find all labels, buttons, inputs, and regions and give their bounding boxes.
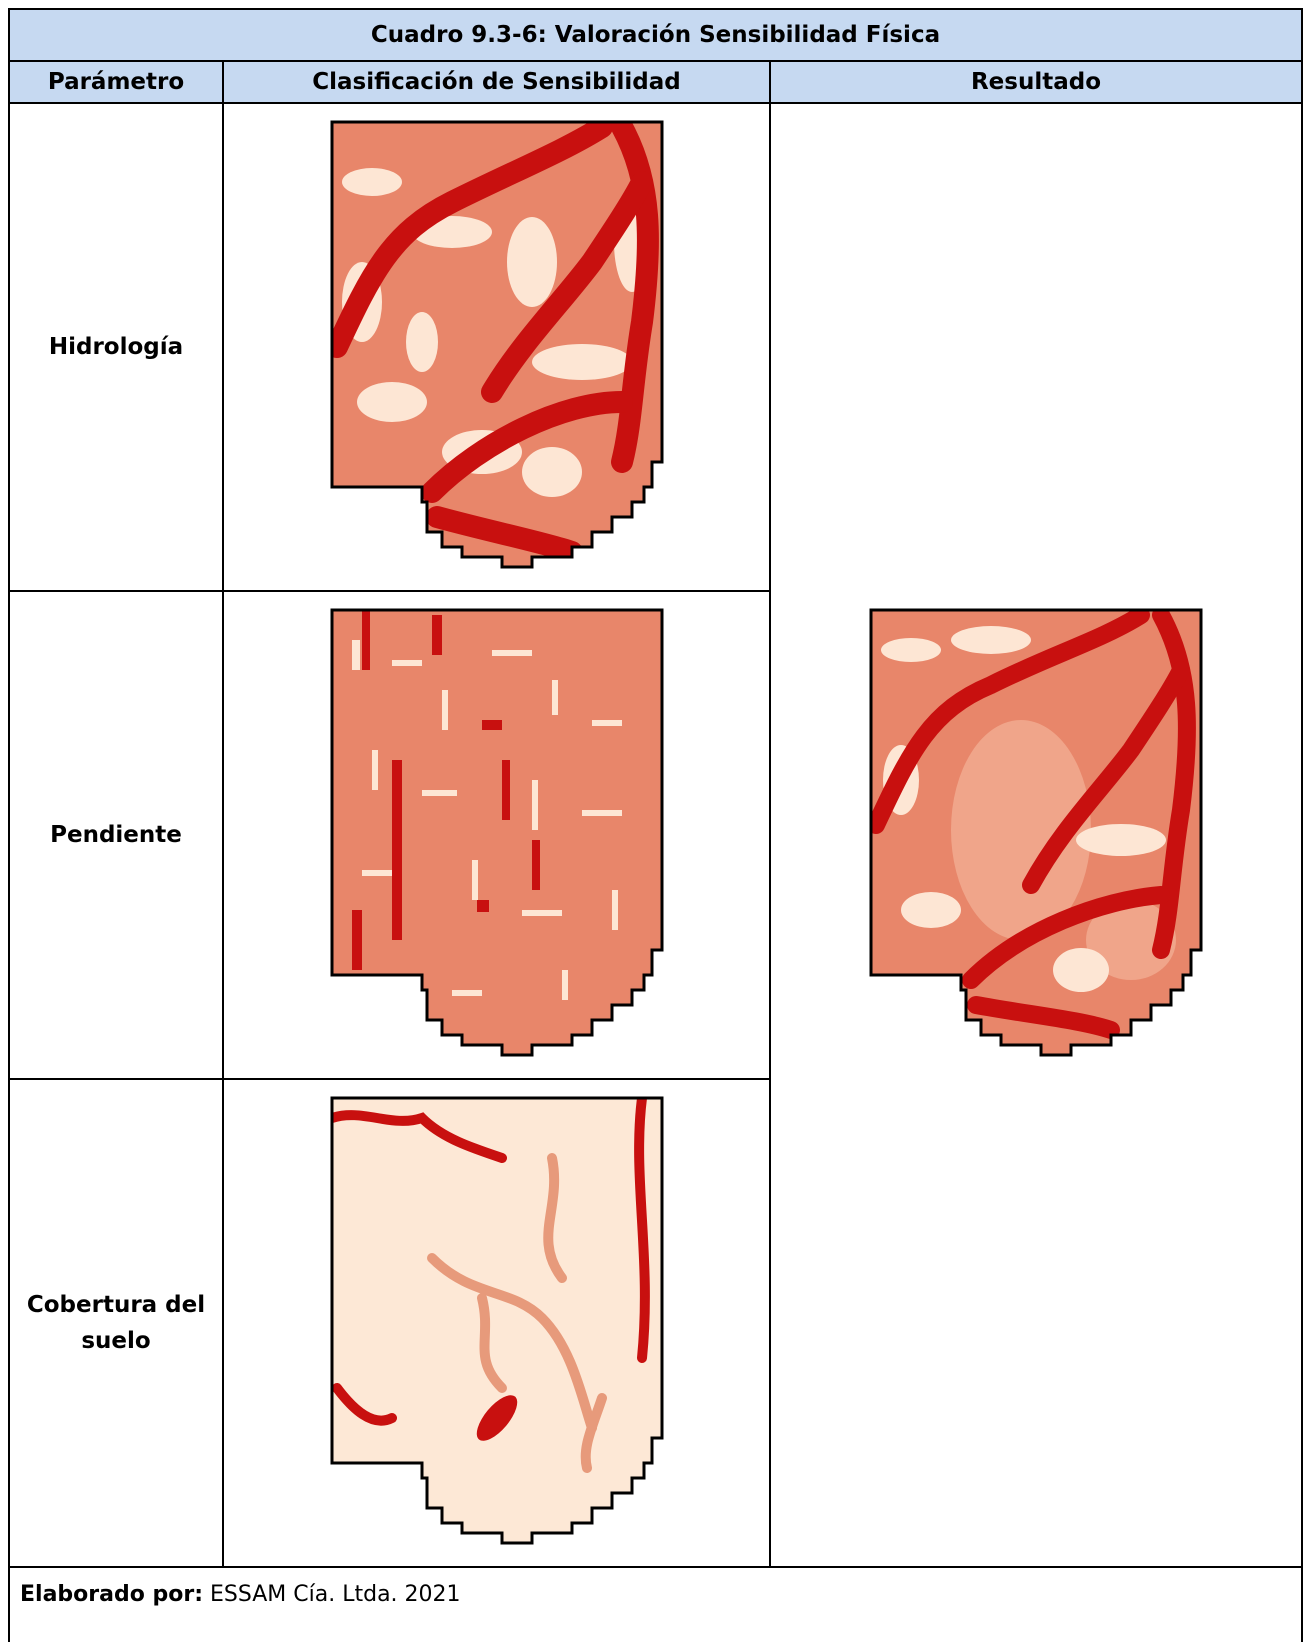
row-label: Pendiente <box>8 590 224 1080</box>
row-label: Hidrología <box>8 102 224 592</box>
table-title: Cuadro 9.3-6: Valoración Sensibilidad Fí… <box>8 8 1303 62</box>
result-map <box>869 608 1203 1057</box>
column-header: Resultado <box>769 60 1303 104</box>
land-cover-map <box>330 1096 663 1545</box>
hydrology-map <box>330 120 663 569</box>
column-header: Clasificación de Sensibilidad <box>222 60 771 104</box>
footer: Elaborado por: ESSAM Cía. Ltda. 2021 <box>8 1566 1303 1642</box>
column-header: Parámetro <box>8 60 224 104</box>
row-label: Cobertura del suelo <box>8 1078 224 1568</box>
data-table: Cuadro 9.3-6: Valoración Sensibilidad Fí… <box>8 8 1303 1642</box>
footer-label: Elaborado por: <box>20 1582 204 1607</box>
footer-text: ESSAM Cía. Ltda. 2021 <box>210 1582 461 1607</box>
slope-map <box>330 608 663 1057</box>
